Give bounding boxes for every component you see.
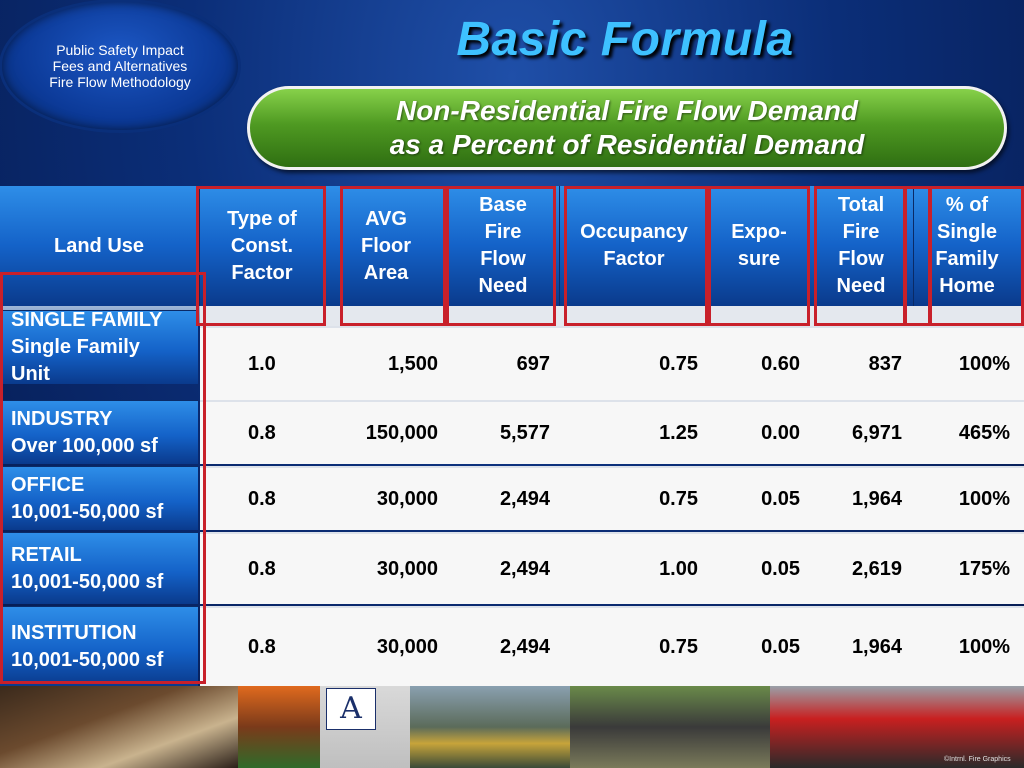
table-row: 1.0 1,500 697 0.75 0.60 837 100% [200,326,1024,400]
cell-type-factor: 0.8 [248,635,276,658]
agency-logo: A [326,688,376,730]
highlight-type-factor [196,186,326,326]
land-use-industry: INDUSTRY Over 100,000 sf [0,400,198,464]
header-total-fire-flow-need: Total Fire Flow Need [836,194,886,297]
cell-pct-single: 175% [958,557,1010,580]
header-type-const-factor: Type of Const. Factor [227,207,297,284]
cell-total-flow: 1,964 [851,487,902,510]
photo-firefighter [0,686,238,768]
cell-total-flow: 1,964 [851,635,902,658]
cell-base-flow: 5,577 [499,421,550,444]
cell-floor-area: 30,000 [376,635,438,658]
cell-exposure: 0.05 [761,487,800,510]
header-exposure: Expo- sure [731,221,787,270]
land-use-office: OFFICE 10,001-50,000 sf [0,466,198,530]
subtitle-line-1: Non-Residential Fire Flow Demand [395,95,859,126]
highlight-exposure [708,186,810,326]
photo-road [570,686,770,768]
cell-exposure: 0.05 [761,635,800,658]
highlight-total-flow [814,186,906,326]
badge-line-3: Fire Flow Methodology [49,74,191,90]
cell-total-flow: 837 [868,352,902,375]
cell-total-flow: 6,971 [851,421,902,444]
header-occupancy-factor: Occupancy Factor [580,221,688,270]
cell-type-factor: 0.8 [248,487,276,510]
cell-pct-single: 100% [958,352,1010,375]
cell-floor-area: 30,000 [376,557,438,580]
subtitle-line-2: as a Percent of Residential Demand [389,129,865,160]
cell-occupancy: 0.75 [659,352,698,375]
cell-pct-single: 465% [958,421,1010,444]
cell-type-factor: 1.0 [248,352,276,375]
highlight-occupancy [564,186,708,326]
highlight-base-flow [446,186,556,326]
header-avg-floor-area: AVG Floor Area [361,207,411,284]
photo-sunset [238,686,320,768]
photo-credit: ©Intrnl. Fire Graphics [944,756,1011,763]
cell-type-factor: 0.8 [248,421,276,444]
cell-occupancy: 0.75 [659,487,698,510]
cell-base-flow: 2,494 [499,487,550,510]
badge-line-2: Fees and Alternatives [52,58,188,74]
cell-base-flow: 2,494 [499,557,550,580]
highlight-floor-area [340,186,446,326]
topic-badge: Public Safety Impact Fees and Alternativ… [2,2,238,130]
cell-occupancy: 1.25 [659,421,698,444]
table-row: 0.8 30,000 2,494 0.75 0.05 1,964 100% [200,606,1024,686]
land-use-institution: INSTITUTION 10,001-50,000 sf [0,606,198,686]
table-row: 0.8 30,000 2,494 1.00 0.05 2,619 175% [200,532,1024,604]
cell-occupancy: 0.75 [659,635,698,658]
badge-line-1: Public Safety Impact [56,42,184,58]
table-header: Land Use Type of Const. Factor AVG Floor… [0,186,1024,306]
land-use-retail: RETAIL 10,001-50,000 sf [0,532,198,604]
cell-total-flow: 2,619 [851,557,902,580]
cell-type-factor: 0.8 [248,557,276,580]
photo-strip [0,686,1024,768]
table-row: 0.8 150,000 5,577 1.25 0.00 6,971 465% [200,400,1024,464]
cell-exposure: 0.05 [761,557,800,580]
cell-floor-area: 1,500 [387,352,438,375]
photo-school-bus [410,686,570,768]
cell-pct-single: 100% [958,635,1010,658]
header-pct-single-family: % of Single Family Home [935,194,999,297]
header-land-use: Land Use [53,234,145,257]
photo-fire-truck [770,686,1024,768]
header-gap-light [200,306,1024,326]
cell-pct-single: 100% [958,487,1010,510]
highlight-pct-single [928,186,1024,326]
table-row: 0.8 30,000 2,494 0.75 0.05 1,964 100% [200,466,1024,530]
cell-base-flow: 2,494 [499,635,550,658]
cell-floor-area: 150,000 [365,421,438,444]
cell-exposure: 0.00 [761,421,800,444]
cell-base-flow: 697 [516,352,550,375]
header-base-fire-flow-need: Base Fire Flow Need [478,194,528,297]
land-use-single-family: SINGLE FAMILY Single Family Unit [0,309,198,385]
cell-occupancy: 1.00 [659,557,698,580]
cell-floor-area: 30,000 [376,487,438,510]
subtitle-banner: Non-Residential Fire Flow Demand as a Pe… [247,86,1007,170]
highlight-land-use [0,272,206,684]
slide-title: Basic Formula [456,13,794,66]
cell-exposure: 0.60 [761,352,800,375]
